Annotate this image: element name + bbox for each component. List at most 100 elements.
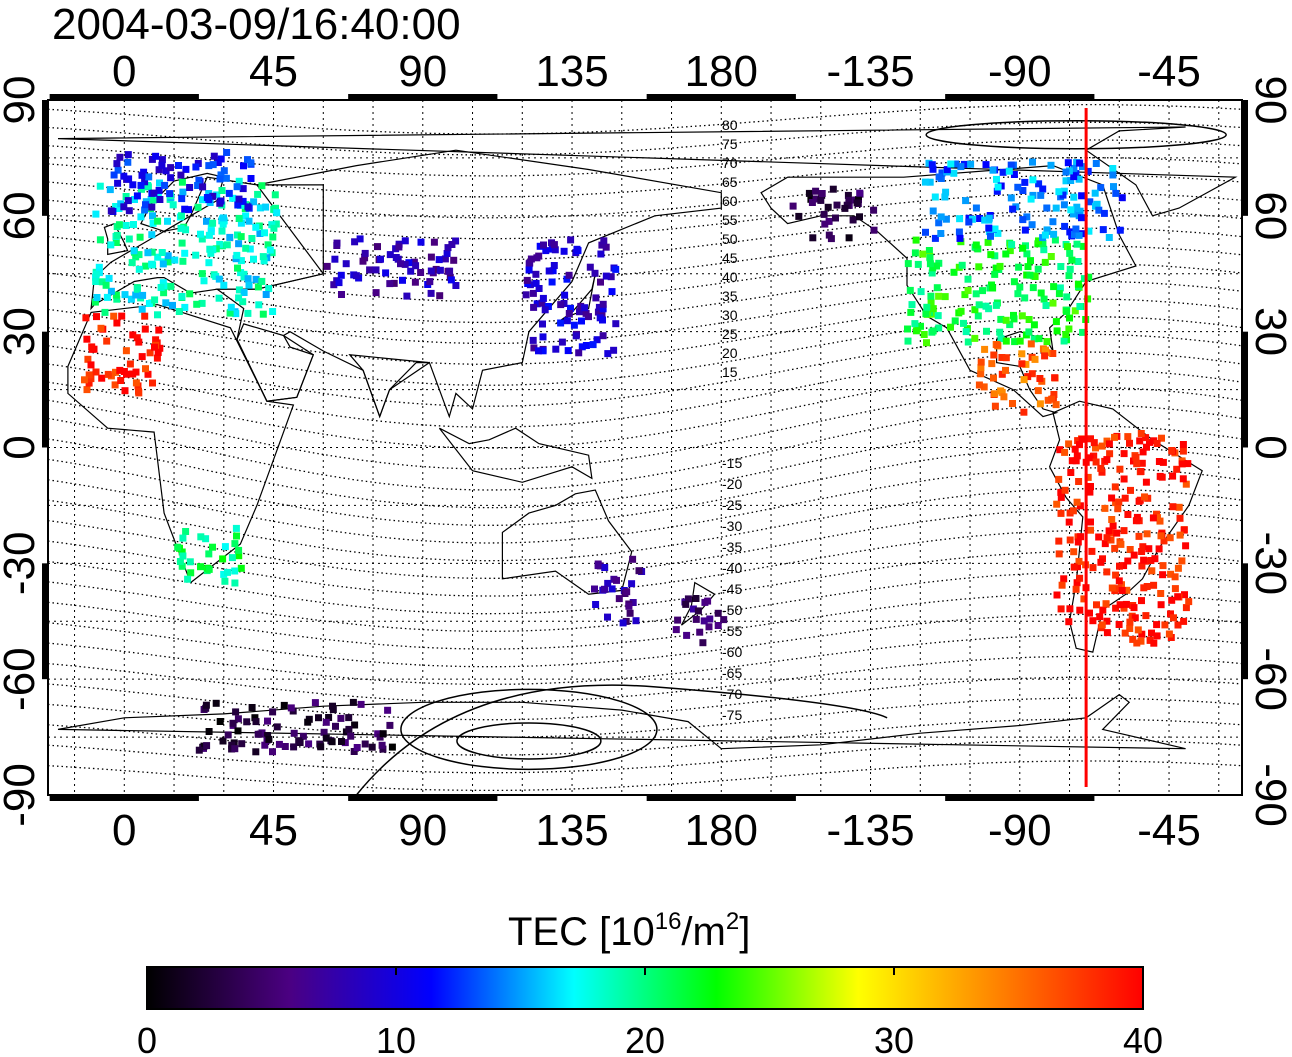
tec-cell (1157, 590, 1165, 597)
tec-cell (961, 160, 968, 168)
contour-label: -55 (722, 623, 742, 639)
tec-cell (720, 616, 728, 624)
tec-cell (81, 376, 88, 384)
tec-cell (91, 298, 99, 306)
tec-cell (1099, 226, 1107, 234)
tec-cell (1087, 518, 1094, 526)
tec-cell (1074, 280, 1082, 288)
tec-cell (384, 706, 392, 714)
tec-cell (132, 379, 140, 387)
tec-cell (1029, 284, 1037, 292)
tec-cell (1179, 441, 1187, 448)
tec-cell (1076, 159, 1084, 167)
tec-cell (1140, 584, 1148, 592)
tec-cell (1019, 216, 1027, 224)
tec-cell (113, 295, 121, 303)
x-tick-label-bottom: 45 (249, 806, 298, 855)
tec-cell (1176, 514, 1184, 522)
tec-cell (239, 185, 247, 193)
tec-cell (345, 714, 353, 722)
tec-cell (361, 254, 369, 262)
tec-cell (252, 223, 260, 231)
tec-cell (194, 182, 202, 189)
tec-cell (1143, 443, 1150, 451)
tec-cell (181, 249, 189, 257)
tec-cell (1174, 593, 1182, 601)
tec-cell (1126, 546, 1134, 553)
tec-cell (1086, 454, 1094, 462)
tec-cell (228, 554, 236, 562)
tec-cell (1179, 475, 1187, 483)
tec-cell (1057, 605, 1065, 613)
tec-cell (1075, 478, 1083, 485)
contour-label: -50 (722, 602, 742, 618)
tec-cell (1102, 600, 1110, 608)
tec-cell (1115, 577, 1123, 585)
tec-cell (110, 312, 118, 320)
tec-cell (1066, 536, 1074, 544)
tec-cell (1021, 226, 1029, 234)
tec-cell (578, 317, 585, 325)
tec-cell (237, 269, 245, 277)
tec-cell (392, 254, 400, 261)
y-tick-label-right: 30 (1246, 307, 1292, 356)
tec-cell (550, 241, 558, 249)
tec-cell (976, 215, 984, 222)
tec-cell (247, 159, 255, 167)
tec-cell (700, 617, 708, 625)
tec-cell (1089, 617, 1097, 625)
frame-tick-bar (1242, 100, 1248, 216)
tec-cell (1000, 393, 1008, 401)
tec-cell (148, 248, 156, 256)
tec-cell (696, 628, 704, 636)
tec-cell (1024, 263, 1032, 271)
tec-cell (635, 567, 643, 575)
tec-cell (378, 741, 386, 749)
tec-cell (1062, 331, 1070, 338)
tec-cell (142, 365, 149, 373)
tec-cell (598, 241, 606, 249)
tec-cell (947, 160, 955, 168)
tec-cell (926, 178, 934, 186)
tec-cell (923, 303, 931, 311)
tec-cell (162, 167, 170, 175)
map-axes: 0045459090135135180180-135-135-90-90-45-… (0, 47, 1292, 855)
tec-cell (1171, 585, 1179, 593)
contour-label: 15 (722, 364, 738, 380)
tec-cell (179, 188, 187, 196)
tec-cell (290, 743, 298, 751)
tec-cell (600, 237, 608, 245)
tec-cell (1182, 542, 1190, 550)
tec-cell (612, 320, 620, 328)
tec-cell (960, 319, 967, 327)
tec-cell (1027, 195, 1035, 203)
coastline-india (348, 354, 430, 419)
tec-cell (1175, 503, 1183, 511)
tec-cell (179, 552, 187, 560)
tec-cell (88, 343, 96, 351)
tec-cell (110, 171, 118, 179)
tec-cell (202, 535, 210, 543)
tec-cell (529, 289, 537, 297)
tec-cell (219, 220, 227, 228)
tec-cell (397, 260, 404, 268)
tec-cell (977, 364, 985, 372)
tec-cell (821, 220, 829, 228)
contour-label: 40 (722, 269, 738, 285)
tec-cell (1078, 192, 1086, 200)
tec-cell (216, 240, 224, 248)
tec-cell (221, 543, 229, 551)
tec-cell (917, 322, 924, 330)
tec-cell (1086, 488, 1094, 496)
tec-cell (582, 342, 590, 349)
tec-cell (216, 175, 224, 183)
tec-cell (1137, 468, 1145, 475)
tec-cell (573, 245, 581, 253)
tec-cell (563, 275, 571, 283)
tec-cell (1060, 337, 1068, 345)
tec-cell (1096, 613, 1104, 621)
tec-cell (330, 281, 338, 289)
tec-cell (169, 301, 176, 309)
x-tick-label-top: 180 (685, 47, 758, 96)
tec-cell (1067, 469, 1075, 476)
